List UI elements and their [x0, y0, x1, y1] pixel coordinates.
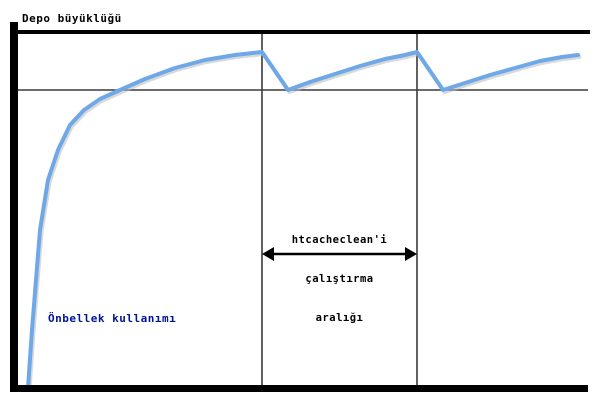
cache-usage-curve — [26, 50, 580, 390]
arrow-head-left — [262, 247, 274, 261]
htcacheclean-interval-annotation: htcacheclean'i çalıştırma aralığı — [262, 208, 417, 351]
y-axis — [10, 22, 18, 392]
cache-usage-label: Önbellek kullanımı — [48, 312, 177, 325]
top-axis-line — [10, 30, 590, 34]
annotation-line-2: çalıştırma — [305, 273, 374, 285]
annotation-line-3: aralığı — [315, 312, 364, 324]
annotation-line-1: htcacheclean'i — [291, 234, 388, 246]
arrow-head-right — [405, 247, 417, 261]
axis-title: Depo büyüklüğü — [22, 12, 122, 25]
htcacheclean-interval-arrow — [262, 247, 417, 261]
x-axis — [10, 385, 588, 392]
